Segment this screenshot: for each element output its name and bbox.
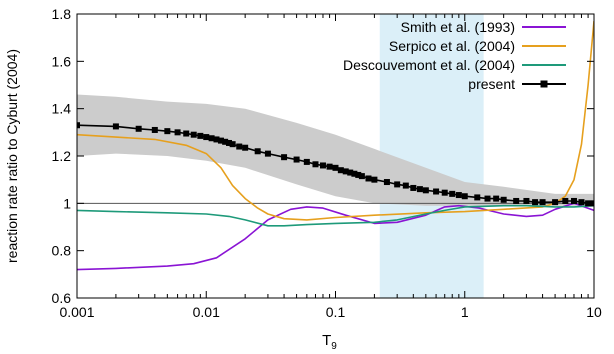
series-3-point-8 xyxy=(197,132,204,139)
series-3-point-47 xyxy=(484,195,491,202)
x-axis-label: T9 xyxy=(322,332,337,352)
series-3-point-35 xyxy=(383,179,390,186)
series-line-2 xyxy=(77,204,594,227)
series-line-0 xyxy=(77,202,594,271)
legend-label-2: Descouvemont et al. (2004) xyxy=(343,57,515,73)
series-3-point-28 xyxy=(342,168,349,175)
series-3-point-2 xyxy=(135,125,142,132)
series-3-point-29 xyxy=(347,169,354,176)
series-3-point-17 xyxy=(242,144,249,151)
y-axis-label: reaction rate ratio to Cyburt (2004) xyxy=(4,49,20,263)
series-3-point-5 xyxy=(174,129,181,136)
legend-marker-3 xyxy=(540,80,548,88)
series-3-point-14 xyxy=(226,139,233,146)
series-3-point-34 xyxy=(371,176,378,183)
series-3-point-26 xyxy=(332,164,339,171)
series-3-point-44 xyxy=(455,192,462,199)
series-3-point-27 xyxy=(337,167,344,174)
series-3-point-37 xyxy=(402,182,409,189)
legend-label-0: Smith et al. (1993) xyxy=(401,19,515,35)
series-line-1 xyxy=(77,21,594,221)
series-3-point-36 xyxy=(394,181,401,188)
series-3-point-54 xyxy=(552,199,559,206)
ticks-layer: 0.001 0.01 0.1 1 10 0.6 0.8 1 1.2 1.4 1.6 1.8 xyxy=(52,6,602,320)
y-tick-label: 0.6 xyxy=(52,290,72,306)
series-3-point-38 xyxy=(410,184,417,191)
series-3-point-50 xyxy=(513,197,520,204)
series-3-point-9 xyxy=(203,134,210,141)
series-3-point-15 xyxy=(229,141,236,148)
series-3-point-40 xyxy=(422,187,429,194)
series-3-point-4 xyxy=(164,128,171,135)
y-tick-label: 1.4 xyxy=(52,101,72,117)
x-tick-label: 0.1 xyxy=(326,304,346,320)
series-3-point-13 xyxy=(222,138,229,145)
series-3-point-55 xyxy=(562,197,569,204)
series-3-point-48 xyxy=(493,195,500,202)
series-3-point-30 xyxy=(351,170,358,177)
x-tick-label: 1 xyxy=(461,304,469,320)
highlight-band xyxy=(379,14,484,298)
y-tick-label: 1.8 xyxy=(52,6,72,22)
series-3-point-51 xyxy=(523,197,530,204)
y-tick-label: 1.2 xyxy=(52,148,72,164)
series-3-point-19 xyxy=(264,150,271,157)
y-tick-label: 1 xyxy=(63,195,71,211)
series-3-point-16 xyxy=(236,143,243,150)
series-3-point-12 xyxy=(217,137,224,144)
x-tick-label: 10 xyxy=(586,304,602,320)
series-3-point-11 xyxy=(213,136,220,143)
y-tick-label: 0.8 xyxy=(52,243,72,259)
series-3-point-56 xyxy=(570,197,577,204)
legend-label-3: present xyxy=(468,76,515,92)
series-3-point-52 xyxy=(532,199,539,206)
series-3-point-46 xyxy=(474,194,481,201)
series-3-point-33 xyxy=(365,175,372,182)
series-3-point-6 xyxy=(183,130,190,137)
series-3-point-25 xyxy=(326,163,333,170)
series-3-point-53 xyxy=(539,199,546,206)
series-3-point-10 xyxy=(208,135,215,142)
x-axis-label-main: T xyxy=(322,332,331,349)
series-3-point-39 xyxy=(416,186,423,193)
x-tick-label: 0.01 xyxy=(193,304,220,320)
series-3-point-43 xyxy=(449,190,456,197)
legend-label-1: Serpico et al. (2004) xyxy=(389,38,515,54)
series-3-point-0 xyxy=(77,122,80,129)
series-3-point-20 xyxy=(281,154,288,161)
series-3-point-24 xyxy=(319,162,326,169)
series-3-point-22 xyxy=(303,158,310,165)
x-axis-label-subscript: 9 xyxy=(331,341,337,352)
series-3-point-42 xyxy=(441,189,448,196)
uncertainty-band xyxy=(77,94,594,206)
x-tick-label: 0.001 xyxy=(59,304,94,320)
legend: Smith et al. (1993) Serpico et al. (2004)… xyxy=(343,19,566,92)
series-3-point-31 xyxy=(355,171,362,178)
series-3-point-18 xyxy=(254,148,261,155)
series-3-point-32 xyxy=(358,173,365,180)
series-3-point-21 xyxy=(293,156,300,163)
series-3-point-49 xyxy=(500,196,507,203)
series-3-point-3 xyxy=(151,126,158,133)
series-3-point-41 xyxy=(433,188,440,195)
series-3-point-23 xyxy=(312,161,319,168)
series-3-point-57 xyxy=(578,199,585,206)
series-layer xyxy=(77,21,594,271)
y-tick-label: 1.6 xyxy=(52,53,72,69)
series-3-point-1 xyxy=(112,123,119,130)
series-3-point-45 xyxy=(461,193,468,200)
series-3-point-7 xyxy=(190,131,197,138)
